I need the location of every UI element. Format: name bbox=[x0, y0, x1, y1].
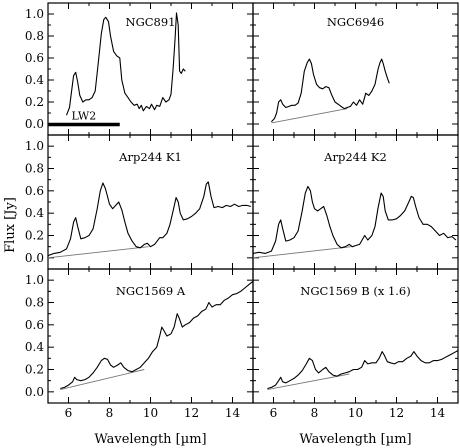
spectrum-line bbox=[47, 181, 252, 257]
spectrum-line bbox=[267, 350, 459, 390]
y-tick-label: 0.0 bbox=[25, 117, 44, 131]
x-axis-label: Wavelength [µm] bbox=[299, 432, 411, 447]
x-tick-label: 8 bbox=[311, 406, 319, 420]
y-tick-label: 0.8 bbox=[25, 29, 44, 43]
x-tick-label: 8 bbox=[106, 406, 114, 420]
y-tick-label: 0.8 bbox=[25, 296, 44, 310]
y-tick-label: 0.4 bbox=[25, 340, 44, 354]
y-tick-label: 1.0 bbox=[25, 7, 44, 21]
x-tick-label: 14 bbox=[430, 406, 446, 420]
y-tick-label: 0.4 bbox=[25, 73, 44, 87]
panel-5: 0.0 0.2 0.4 0.6 0.8 1.0 6 8 10 12 14 Wavelength [µm… bbox=[25, 268, 254, 447]
x-tick-label: 12 bbox=[389, 406, 404, 420]
panel-3: 0.0 0.2 0.4 0.6 0.8 1.0 Arp244 K1 bbox=[25, 134, 254, 270]
panel-label: Arp244 K2 bbox=[323, 150, 387, 164]
y-tick-label: 0.6 bbox=[25, 184, 44, 198]
y-tick-label: 0.6 bbox=[25, 51, 44, 65]
panel-6: 6 8 10 12 14 Wavelength [µm] NGC1569 B (x 1.6) bbox=[252, 268, 459, 447]
x-tick-label: 6 bbox=[270, 406, 278, 420]
spectrum-line bbox=[60, 280, 254, 390]
panel-label: Arp244 K1 bbox=[118, 150, 182, 164]
x-axis-label: Wavelength [µm] bbox=[94, 432, 206, 447]
panel-label: NGC891 bbox=[126, 15, 176, 29]
panel-1: 0.0 0.2 0.4 0.6 0.8 1.0 NGC891 LW2 bbox=[25, 2, 254, 136]
continuum-line bbox=[252, 246, 352, 259]
continuum-line bbox=[267, 373, 350, 391]
y-tick-label: 0.6 bbox=[25, 318, 44, 332]
x-tick-label: 14 bbox=[225, 406, 241, 420]
y-axis-label: Flux [Jy] bbox=[3, 197, 18, 253]
y-tick-label: 0.2 bbox=[25, 95, 44, 109]
y-tick-label: 1.0 bbox=[25, 139, 44, 153]
panel-grid: 0.0 0.2 0.4 0.6 0.8 1.0 NGC891 LW2 NGC6946 0.0 0.2… bbox=[25, 2, 459, 447]
panel-2: NGC6946 bbox=[252, 2, 459, 136]
y-tick-label: 1.0 bbox=[25, 273, 44, 287]
panel-label: NGC1569 A bbox=[116, 284, 186, 298]
band-marker-label: LW2 bbox=[72, 110, 97, 123]
continuum-line bbox=[271, 108, 348, 124]
x-tick-label: 12 bbox=[184, 406, 199, 420]
panel-4: Arp244 K2 bbox=[252, 134, 459, 270]
panel-label: NGC6946 bbox=[327, 15, 384, 29]
y-tick-label: 0.0 bbox=[25, 385, 44, 399]
y-tick-label: 0.2 bbox=[25, 363, 44, 377]
y-tick-label: 0.0 bbox=[25, 251, 44, 265]
continuum-line bbox=[47, 246, 149, 259]
x-tick-label: 10 bbox=[143, 406, 158, 420]
x-tick-label: 10 bbox=[348, 406, 363, 420]
y-tick-label: 0.8 bbox=[25, 162, 44, 176]
continuum-line bbox=[60, 369, 145, 391]
panel-label: NGC1569 B (x 1.6) bbox=[300, 284, 410, 298]
y-tick-label: 0.4 bbox=[25, 206, 44, 220]
y-tick-label: 0.2 bbox=[25, 229, 44, 243]
spectrum-line bbox=[65, 12, 186, 116]
spectrum-line bbox=[252, 185, 457, 254]
spectrum-line bbox=[270, 58, 390, 123]
x-tick-label: 6 bbox=[65, 406, 73, 420]
